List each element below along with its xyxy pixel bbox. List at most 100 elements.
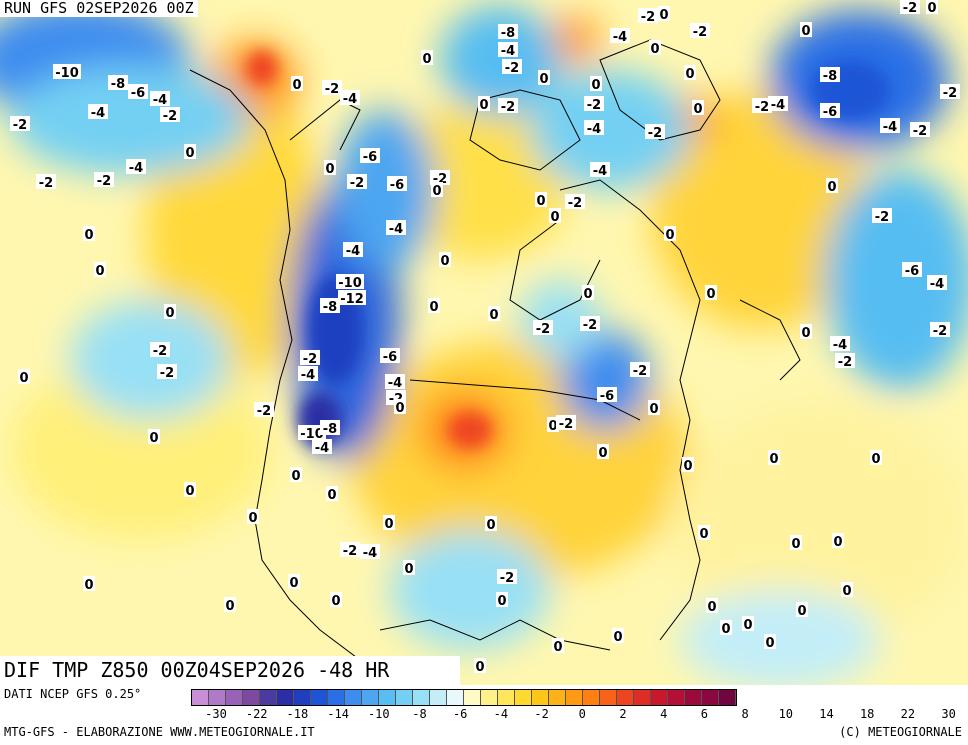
contour-label-bg: [224, 597, 236, 612]
contour-label: 0: [791, 537, 800, 552]
contour-label-bg: [320, 420, 340, 435]
contour-label: -2: [13, 118, 27, 133]
contour-label: 0: [827, 180, 836, 195]
contour-label: 0: [486, 518, 495, 533]
contour-label: -6: [823, 105, 837, 120]
contour-label: 0: [149, 431, 158, 446]
contour-label: 0: [479, 98, 488, 113]
contour-label: -10: [300, 427, 324, 442]
legend-swatch: [583, 690, 600, 705]
contour-label: 0: [683, 459, 692, 474]
legend-swatch: [243, 690, 260, 705]
map-title: DIF TMP Z850 00Z04SEP2026 -48 HR: [0, 656, 460, 685]
contour-label-bg: [902, 262, 922, 277]
contour-label: 0: [440, 254, 449, 269]
contour-label: -2: [587, 98, 601, 113]
contour-label: 0: [842, 584, 851, 599]
contour-label-bg: [645, 124, 665, 139]
contour-label: -2: [97, 174, 111, 189]
contour-label-bg: [184, 144, 196, 159]
contour-label: -2: [568, 196, 582, 211]
contour-label: 0: [553, 640, 562, 655]
contour-label-bg: [498, 98, 518, 113]
contour-label: 0: [19, 371, 28, 386]
contour-label: -2: [153, 344, 167, 359]
contour-label-bg: [478, 96, 490, 111]
contour-label: -2: [343, 544, 357, 559]
contour-label-bg: [764, 634, 776, 649]
contour-label: 0: [765, 636, 774, 651]
legend-swatch: [600, 690, 617, 705]
contour-label: 0: [659, 8, 668, 23]
contour-label-bg: [360, 148, 380, 163]
contour-label-bg: [347, 174, 367, 189]
contour-label-bg: [298, 425, 326, 440]
legend-swatch: [413, 690, 430, 705]
contour-label: 0: [801, 24, 810, 39]
contour-label: -2: [943, 86, 957, 101]
contour-label-bg: [612, 628, 624, 643]
contour-label: 0: [583, 287, 592, 302]
contour-label: 0: [797, 604, 806, 619]
contour-label: 0: [833, 535, 842, 550]
legend-swatch: [311, 690, 328, 705]
contour-label: -2: [500, 571, 514, 586]
contour-label-bg: [108, 75, 128, 90]
legend-tick-label: 10: [778, 707, 794, 721]
contour-label: -2: [583, 318, 597, 333]
contour-label-bg: [768, 96, 788, 111]
contour-label: 0: [707, 600, 716, 615]
contour-label-bg: [826, 178, 838, 193]
legend-swatch: [209, 690, 226, 705]
contour-label-bg: [387, 176, 407, 191]
contour-label-bg: [496, 592, 508, 607]
legend-ticks: -30 -22 -18 -14 -10 -8 -6 -4 -2 0 2 4 6 8 10 14 18 22 30: [191, 707, 967, 723]
legend-swatch: [396, 690, 413, 705]
contour-label-bg: [164, 304, 176, 319]
contour-label-bg: [428, 298, 440, 313]
contour-label: -4: [346, 244, 360, 259]
contour-label: 0: [429, 300, 438, 315]
legend-tick-label: 4: [660, 707, 668, 721]
contour-label: -2: [933, 324, 947, 339]
contour-label: -2: [875, 210, 889, 225]
legend-swatch: [702, 690, 719, 705]
contour-label: 0: [769, 452, 778, 467]
footer: DATI NCEP GFS 0.25° -30 -22 -18 -14 -10 -8 -6-…: [0, 685, 968, 745]
contour-label: 0: [404, 562, 413, 577]
contour-label-bg: [322, 80, 342, 95]
contour-label-bg: [705, 285, 717, 300]
contour-label: -2: [648, 126, 662, 141]
contour-label: -4: [930, 277, 944, 292]
contour-label-bg: [658, 6, 670, 21]
contour-label: -2: [755, 100, 769, 115]
contour-label: 0: [325, 162, 334, 177]
contour-label: -2: [505, 61, 519, 76]
contour-label-bg: [394, 399, 406, 414]
contour-label: -4: [587, 122, 601, 137]
contour-label-bg: [385, 374, 405, 389]
legend-tick-label: -2: [534, 707, 549, 721]
contour-label: -4: [315, 441, 329, 456]
legend-tick-label: 18: [859, 707, 875, 721]
contour-label-bg: [830, 336, 850, 351]
contour-label: -4: [501, 44, 515, 59]
contour-label-bg: [832, 533, 844, 548]
contour-label: -4: [389, 222, 403, 237]
contour-label-bg: [83, 576, 95, 591]
contour-label-bg: [582, 285, 594, 300]
contour-label-bg: [150, 342, 170, 357]
contour-label: -4: [833, 338, 847, 353]
contour-label: -2: [39, 176, 53, 191]
contour-label-bg: [502, 59, 522, 74]
contour-label-bg: [706, 598, 718, 613]
contour-label-bg: [160, 107, 180, 122]
legend-tick-label: 8: [741, 707, 749, 721]
contour-label: 0: [432, 184, 441, 199]
contour-label-bg: [320, 298, 340, 313]
contour-label: -2: [693, 25, 707, 40]
contour-label-bg: [940, 84, 960, 99]
contour-label: -10: [55, 66, 79, 81]
contour-label-bg: [597, 387, 617, 402]
contour-label: 0: [871, 452, 880, 467]
